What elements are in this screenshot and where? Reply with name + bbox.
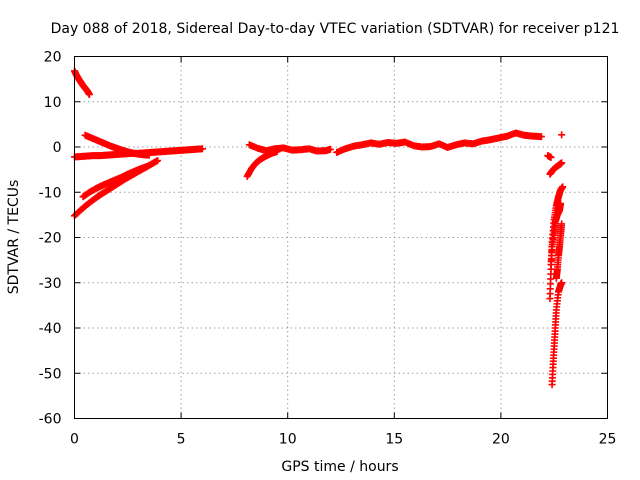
data-point xyxy=(85,91,93,99)
y-tick-label: 20 xyxy=(44,50,62,66)
x-tick-label: 10 xyxy=(279,432,297,448)
x-tick-label: 5 xyxy=(177,432,186,448)
x-tick-label: 0 xyxy=(70,432,79,448)
data-points xyxy=(71,67,567,389)
series-arc-i xyxy=(544,152,555,161)
data-point xyxy=(547,153,555,161)
y-tick-label: -50 xyxy=(39,366,62,382)
series-arc-m xyxy=(547,200,565,269)
x-tick-label: 15 xyxy=(385,432,403,448)
data-point xyxy=(557,200,565,208)
series-arc-k xyxy=(546,159,566,178)
data-point xyxy=(537,133,545,141)
y-tick-label: -20 xyxy=(39,231,62,247)
x-axis-label: GPS time / hours xyxy=(281,459,398,475)
series-arc-o xyxy=(552,220,566,282)
series-arc-c xyxy=(81,131,153,159)
y-tick-label: -10 xyxy=(39,185,62,201)
data-point xyxy=(558,159,566,167)
axis-ticks: 0 5 10 15 20 25 -60 -50 -40 -30 -20 -10 0 10 20 xyxy=(39,50,617,448)
y-axis-label: SDTVAR / TECUs xyxy=(6,180,22,295)
series-arc-a xyxy=(71,67,93,99)
y-tick-label: -30 xyxy=(39,276,62,292)
y-tick-label: 10 xyxy=(44,95,62,111)
grid-lines xyxy=(74,56,608,419)
data-point xyxy=(198,145,206,153)
series-arc-g xyxy=(245,141,334,155)
data-point xyxy=(558,220,566,228)
series-arc-e xyxy=(71,157,162,220)
y-tick-label: -60 xyxy=(39,412,62,428)
y-tick-label: -40 xyxy=(39,321,62,337)
y-tick-label: 0 xyxy=(53,140,62,156)
data-point xyxy=(559,183,567,191)
data-point xyxy=(145,151,153,159)
series-arc-n xyxy=(548,279,566,389)
x-tick-label: 20 xyxy=(492,432,510,448)
series-arc-j xyxy=(558,131,566,139)
data-point xyxy=(326,145,334,153)
data-point xyxy=(558,131,566,139)
data-point xyxy=(154,157,162,165)
data-point xyxy=(558,279,566,287)
x-tick-label: 25 xyxy=(599,432,617,448)
chart-title: Day 088 of 2018, Sidereal Day-to-day VTE… xyxy=(51,21,620,37)
series-arc-h xyxy=(333,129,545,156)
plot-frame xyxy=(74,56,608,419)
